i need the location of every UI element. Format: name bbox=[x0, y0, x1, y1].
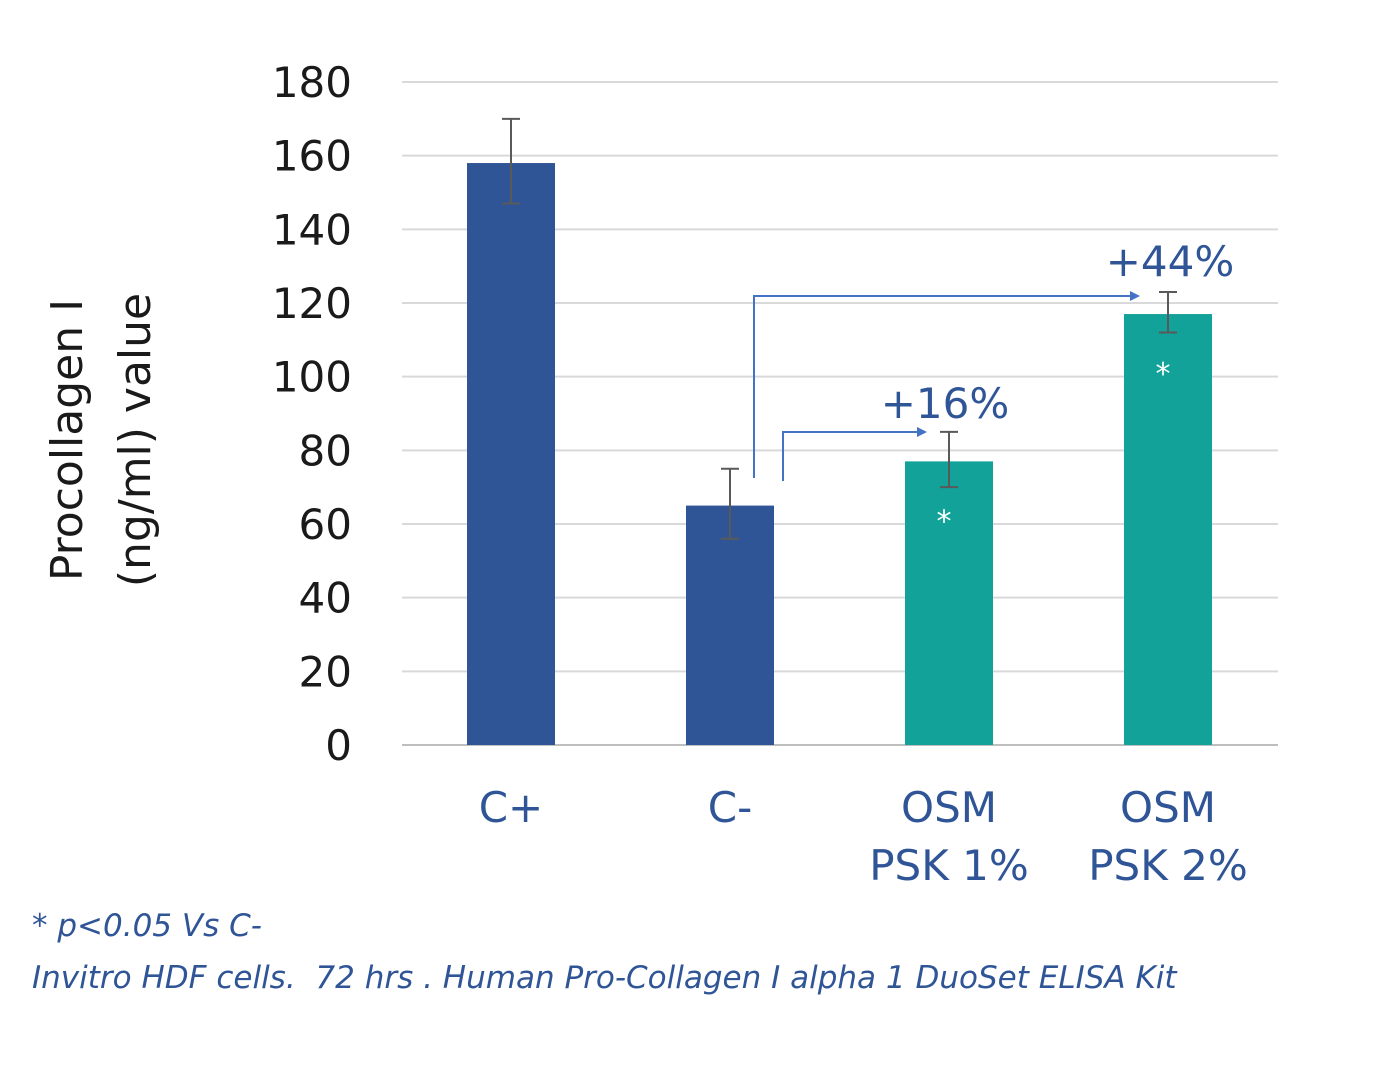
y-axis-label-line1: Procollagen I bbox=[42, 299, 93, 581]
bar bbox=[686, 505, 774, 745]
category-label: OSM bbox=[1120, 783, 1216, 832]
footnote-significance: * p<0.05 Vs C- bbox=[32, 908, 262, 944]
y-tick-label: 180 bbox=[272, 58, 352, 107]
category-label: C- bbox=[708, 783, 752, 832]
change-annotation: +44% bbox=[1106, 237, 1235, 286]
change-annotation: +16% bbox=[881, 379, 1010, 428]
category-label: PSK 1% bbox=[869, 841, 1029, 890]
category-label: C+ bbox=[479, 783, 544, 832]
bar bbox=[467, 163, 555, 746]
category-label: OSM bbox=[901, 783, 997, 832]
y-tick-label: 120 bbox=[272, 279, 352, 328]
footnote-method: Invitro HDF cells. 72 hrs . Human Pro-Co… bbox=[32, 960, 1177, 996]
significance-star: * bbox=[937, 504, 952, 539]
bar bbox=[905, 461, 993, 745]
category-label: PSK 2% bbox=[1088, 841, 1248, 890]
y-tick-label: 20 bbox=[299, 647, 352, 696]
y-tick-label: 100 bbox=[272, 353, 352, 402]
y-tick-label: 160 bbox=[272, 132, 352, 181]
y-tick-label: 140 bbox=[272, 205, 352, 254]
y-tick-label: 80 bbox=[299, 426, 352, 475]
bar bbox=[1124, 314, 1212, 745]
y-tick-label: 40 bbox=[299, 574, 352, 623]
y-tick-label: 0 bbox=[325, 721, 352, 770]
y-tick-label: 60 bbox=[299, 500, 352, 549]
change-arrow bbox=[753, 291, 1140, 478]
change-arrow bbox=[782, 427, 927, 481]
y-axis-label-line2: (ng/ml) value bbox=[110, 293, 161, 587]
significance-star: * bbox=[1156, 357, 1171, 392]
